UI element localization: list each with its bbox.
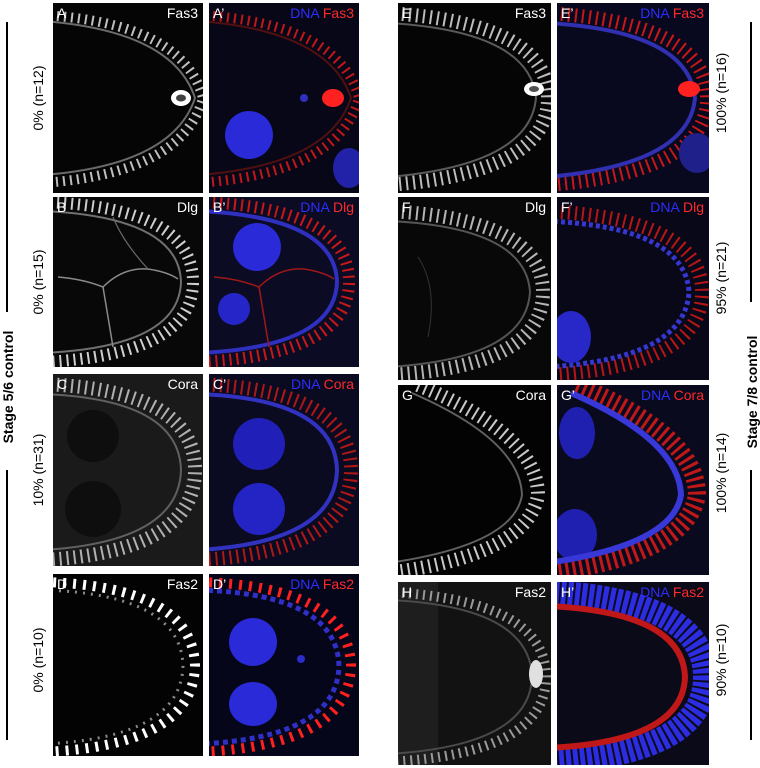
micrograph-image [398, 197, 551, 380]
panel-stain-label: Fas2 [166, 576, 198, 592]
micrograph-image [53, 197, 203, 367]
percentage-label: 90% (n=10) [713, 623, 729, 697]
panel-stain-label: Fas3 [166, 5, 198, 21]
panel-letter: G’ [561, 387, 575, 403]
micrograph-image [398, 385, 551, 575]
panel-letter: F [402, 199, 411, 215]
panel-letter: H’ [561, 584, 575, 600]
micrograph-image [398, 582, 551, 765]
panel-letter: A’ [213, 5, 225, 21]
panel-stain-label: Cora [515, 387, 546, 403]
panel-letter: D [57, 576, 68, 592]
panel-stain-label: DNA Fas3 [640, 5, 704, 21]
micrograph-panel-E-prime: E’ DNA Fas3 [557, 3, 709, 193]
micrograph-panel-B: B Dlg [53, 197, 203, 367]
percentage-label: 0% (n=10) [30, 627, 46, 693]
panel-stain-label: Fas3 [514, 5, 546, 21]
panel-letter: G [402, 387, 413, 403]
panel-stain-label: DNA Dlg [650, 199, 704, 215]
panel-letter: H [402, 584, 413, 600]
panel-letter: C [57, 376, 68, 392]
micrograph-panel-E: E Fas3 [398, 3, 551, 193]
micrograph-panel-D-prime: D’ DNA Fas2 [209, 574, 359, 756]
left-bracket-line-bottom [6, 470, 8, 740]
micrograph-image [557, 197, 709, 380]
micrograph-panel-F-prime: F’ DNA Dlg [557, 197, 709, 380]
right-bracket-line-bottom [750, 470, 752, 740]
micrograph-panel-H: H Fas2 [398, 582, 551, 765]
panel-stain-label: Dlg [524, 199, 546, 215]
micrograph-image [209, 574, 359, 756]
panel-letter: B’ [213, 199, 226, 215]
micrograph-image [398, 3, 551, 193]
micrograph-panel-A: A Fas3 [53, 3, 203, 193]
micrograph-image [209, 374, 359, 566]
micrograph-panel-C: C Cora [53, 374, 203, 566]
panel-letter: F’ [561, 199, 573, 215]
panel-letter: B [57, 199, 67, 215]
micrograph-panel-B-prime: B’ DNA Dlg [209, 197, 359, 367]
panel-stain-label: DNA Dlg [300, 199, 354, 215]
percentage-label: 0% (n=15) [30, 249, 46, 315]
micrograph-image [209, 197, 359, 367]
micrograph-image [557, 582, 709, 765]
panel-letter: E’ [561, 5, 574, 21]
percentage-label: 95% (n=21) [713, 241, 729, 315]
right-bracket-line-top [750, 22, 752, 302]
panel-stain-label: Cora [167, 376, 198, 392]
panel-stain-label: DNA Fas2 [640, 584, 704, 600]
micrograph-image [53, 374, 203, 566]
panel-letter: D’ [213, 576, 227, 592]
percentage-label: 100% (n=14) [713, 432, 729, 514]
panel-stain-label: DNA Fas3 [290, 5, 354, 21]
percentage-label: 10% (n=31) [30, 433, 46, 507]
panel-letter: C’ [213, 376, 227, 392]
panel-stain-label: DNA Cora [640, 387, 704, 403]
panel-stain-label: Dlg [176, 199, 198, 215]
percentage-label: 0% (n=12) [30, 65, 46, 131]
micrograph-panel-G-prime: G’ DNA Cora [557, 385, 709, 575]
micrograph-panel-C-prime: C’ DNA Cora [209, 374, 359, 566]
micrograph-panel-A-prime: A’ DNA Fas3 [209, 3, 359, 193]
panel-letter: A [57, 5, 67, 21]
micrograph-image [209, 3, 359, 193]
micrograph-image [557, 385, 709, 575]
panel-stain-label: Fas2 [514, 584, 546, 600]
micrograph-panel-G: G Cora [398, 385, 551, 575]
percentage-label: 100% (n=16) [713, 52, 729, 134]
micrograph-panel-H-prime: H’ DNA Fas2 [557, 582, 709, 765]
micrograph-image [557, 3, 709, 193]
left-bracket-line-top [6, 22, 8, 312]
panel-letter: E [402, 5, 412, 21]
panel-stain-label: DNA Cora [290, 376, 354, 392]
micrograph-panel-D: D Fas2 [53, 574, 203, 756]
panel-stain-label: DNA Fas2 [290, 576, 354, 592]
stage-label-left: Stage 5/6 control [0, 330, 16, 444]
micrograph-panel-F: F Dlg [398, 197, 551, 380]
micrograph-image [53, 3, 203, 193]
micrograph-image [53, 574, 203, 756]
stage-label-right: Stage 7/8 control [744, 335, 760, 449]
